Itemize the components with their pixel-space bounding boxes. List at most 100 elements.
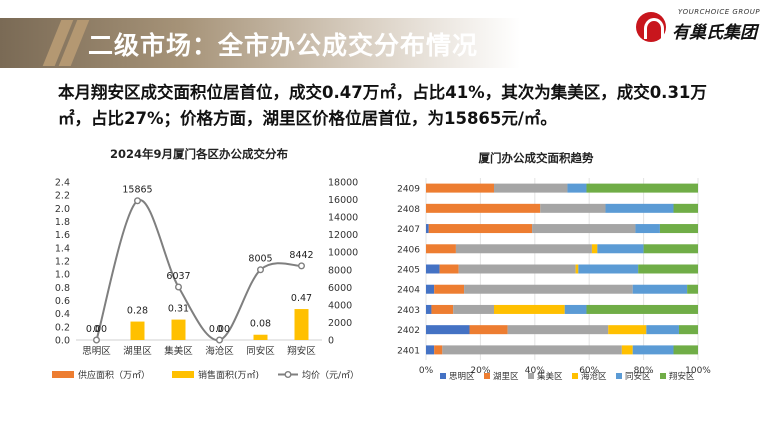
y-tick-label: 1.8 <box>55 217 70 228</box>
y-tick-label: 1.0 <box>55 270 70 281</box>
price-data-label: 8005 <box>248 254 272 265</box>
stacked-bar-segment <box>431 304 454 314</box>
legend-label: 集美区 <box>537 371 563 382</box>
y2-tick-label: 12000 <box>328 230 358 241</box>
price-point <box>298 262 306 270</box>
y-tick-label: 0.2 <box>55 322 70 333</box>
stacked-bar-segment <box>597 244 644 254</box>
x-category-label: 同安区 <box>246 345 275 357</box>
legend-swatch <box>440 373 446 379</box>
stacked-bar-segment <box>638 264 698 274</box>
legend-label: 翔安区 <box>669 371 695 382</box>
stacked-bar-segment <box>608 325 647 335</box>
legend-supply-label: 供应面积（万㎡） <box>78 369 150 381</box>
x-category-label: 翔安区 <box>287 345 316 357</box>
legend-label: 海沧区 <box>581 371 607 382</box>
legend-supply-swatch <box>52 371 74 378</box>
stacked-bar-segment <box>687 284 698 294</box>
logo-english-text: YOURCHOICE GROUP <box>678 8 761 16</box>
y-category-label: 2403 <box>397 306 420 316</box>
price-data-label: 8442 <box>289 250 313 261</box>
y-category-label: 2406 <box>397 245 420 255</box>
x-category-label: 湖里区 <box>123 346 152 357</box>
x-category-label: 海沧区 <box>205 345 234 357</box>
legend-label: 湖里区 <box>493 372 519 382</box>
stacked-bar-segment <box>426 203 541 213</box>
price-point <box>256 266 264 274</box>
stacked-bar-segment <box>659 224 698 234</box>
sales-bar <box>130 321 145 340</box>
stacked-bar-segment <box>591 244 598 254</box>
x-category-label: 集美区 <box>164 345 193 357</box>
price-point <box>215 336 223 344</box>
chart-title: 厦门办公成交面积趋势 <box>479 151 594 165</box>
stacked-bar-segment <box>575 264 579 274</box>
stacked-bar-segment <box>678 325 698 335</box>
stacked-bar-segment <box>494 304 565 314</box>
legend-sales-label: 销售面积(万㎡) <box>198 369 259 381</box>
sales-data-label: 0.08 <box>250 319 271 330</box>
stacked-bar-segment <box>428 224 533 234</box>
stacked-bar-segment <box>426 244 456 254</box>
price-point <box>93 336 101 344</box>
x-tick-label: 60% <box>579 366 599 376</box>
y2-tick-label: 0 <box>328 336 334 347</box>
y-tick-label: 1.4 <box>55 243 70 254</box>
stacked-bar-segment <box>426 345 435 355</box>
stacked-bar-segment <box>540 203 606 213</box>
price-data-label: 15865 <box>122 185 152 196</box>
legend-swatch <box>528 373 534 379</box>
y-tick-label: 0.4 <box>55 309 70 320</box>
house-logo-icon <box>636 12 666 42</box>
y2-tick-label: 10000 <box>328 248 358 259</box>
stacked-bar-segment <box>643 244 698 254</box>
price-point <box>174 283 182 291</box>
x-tick-label: 20% <box>470 366 490 376</box>
stacked-bar-segment <box>646 325 679 335</box>
x-category-label: 思明区 <box>82 346 111 357</box>
y-category-label: 2405 <box>397 266 420 276</box>
stacked-bar-segment <box>564 304 587 314</box>
legend-label: 同安区 <box>625 371 651 382</box>
x-tick-label: 0% <box>419 366 434 376</box>
y2-tick-label: 8000 <box>328 265 352 276</box>
stacked-bar-segment <box>586 304 698 314</box>
company-logo: YOURCHOICE GROUP 有巢氏集团 <box>636 6 762 43</box>
stacked-bar-segment <box>434 345 443 355</box>
sales-data-label: 0.31 <box>168 304 189 315</box>
price-data-label: 0 <box>93 324 99 335</box>
stacked-bar-segment <box>621 345 633 355</box>
price-data-label: 6037 <box>166 271 190 282</box>
legend-swatch <box>660 373 666 379</box>
y-category-label: 2401 <box>397 346 420 356</box>
stacked-bar-segment <box>507 325 609 335</box>
legend-price-label: 均价（元/㎡） <box>302 369 359 381</box>
stacked-bar-segment <box>439 264 459 274</box>
stacked-bar-segment <box>426 183 494 193</box>
y-tick-label: 2.2 <box>55 191 70 202</box>
price-point <box>133 197 141 205</box>
stacked-bar-segment <box>426 325 470 335</box>
y-category-label: 2404 <box>397 286 420 296</box>
stacked-bar-segment <box>426 264 440 274</box>
price-data-label: 0 <box>216 324 222 335</box>
sales-bar <box>253 334 268 340</box>
y2-tick-label: 14000 <box>328 213 358 224</box>
stacked-bar-segment <box>458 264 576 274</box>
stacked-bar-segment <box>442 345 622 355</box>
sales-data-label: 0.00 <box>209 324 230 335</box>
stacked-bar-segment <box>453 304 494 314</box>
stacked-bar-segment <box>426 284 435 294</box>
stacked-bar-segment <box>567 183 587 193</box>
y-tick-label: 1.2 <box>55 257 70 268</box>
stacked-bar-segment <box>532 224 636 234</box>
logo-chinese-text: 有巢氏集团 <box>672 23 757 43</box>
stacked-bar-segment <box>635 224 660 234</box>
sales-bar <box>294 309 309 340</box>
summary-text: 本月翔安区成交面积位居首位，成交0.47万㎡，占比41%，其次为集美区，成交0.… <box>58 83 707 128</box>
legend-swatch <box>572 373 578 379</box>
stacked-bar-segment <box>578 264 639 274</box>
sales-data-label: 0.47 <box>291 293 312 304</box>
x-tick-label: 80% <box>634 366 654 376</box>
stacked-bar-segment <box>605 203 674 213</box>
